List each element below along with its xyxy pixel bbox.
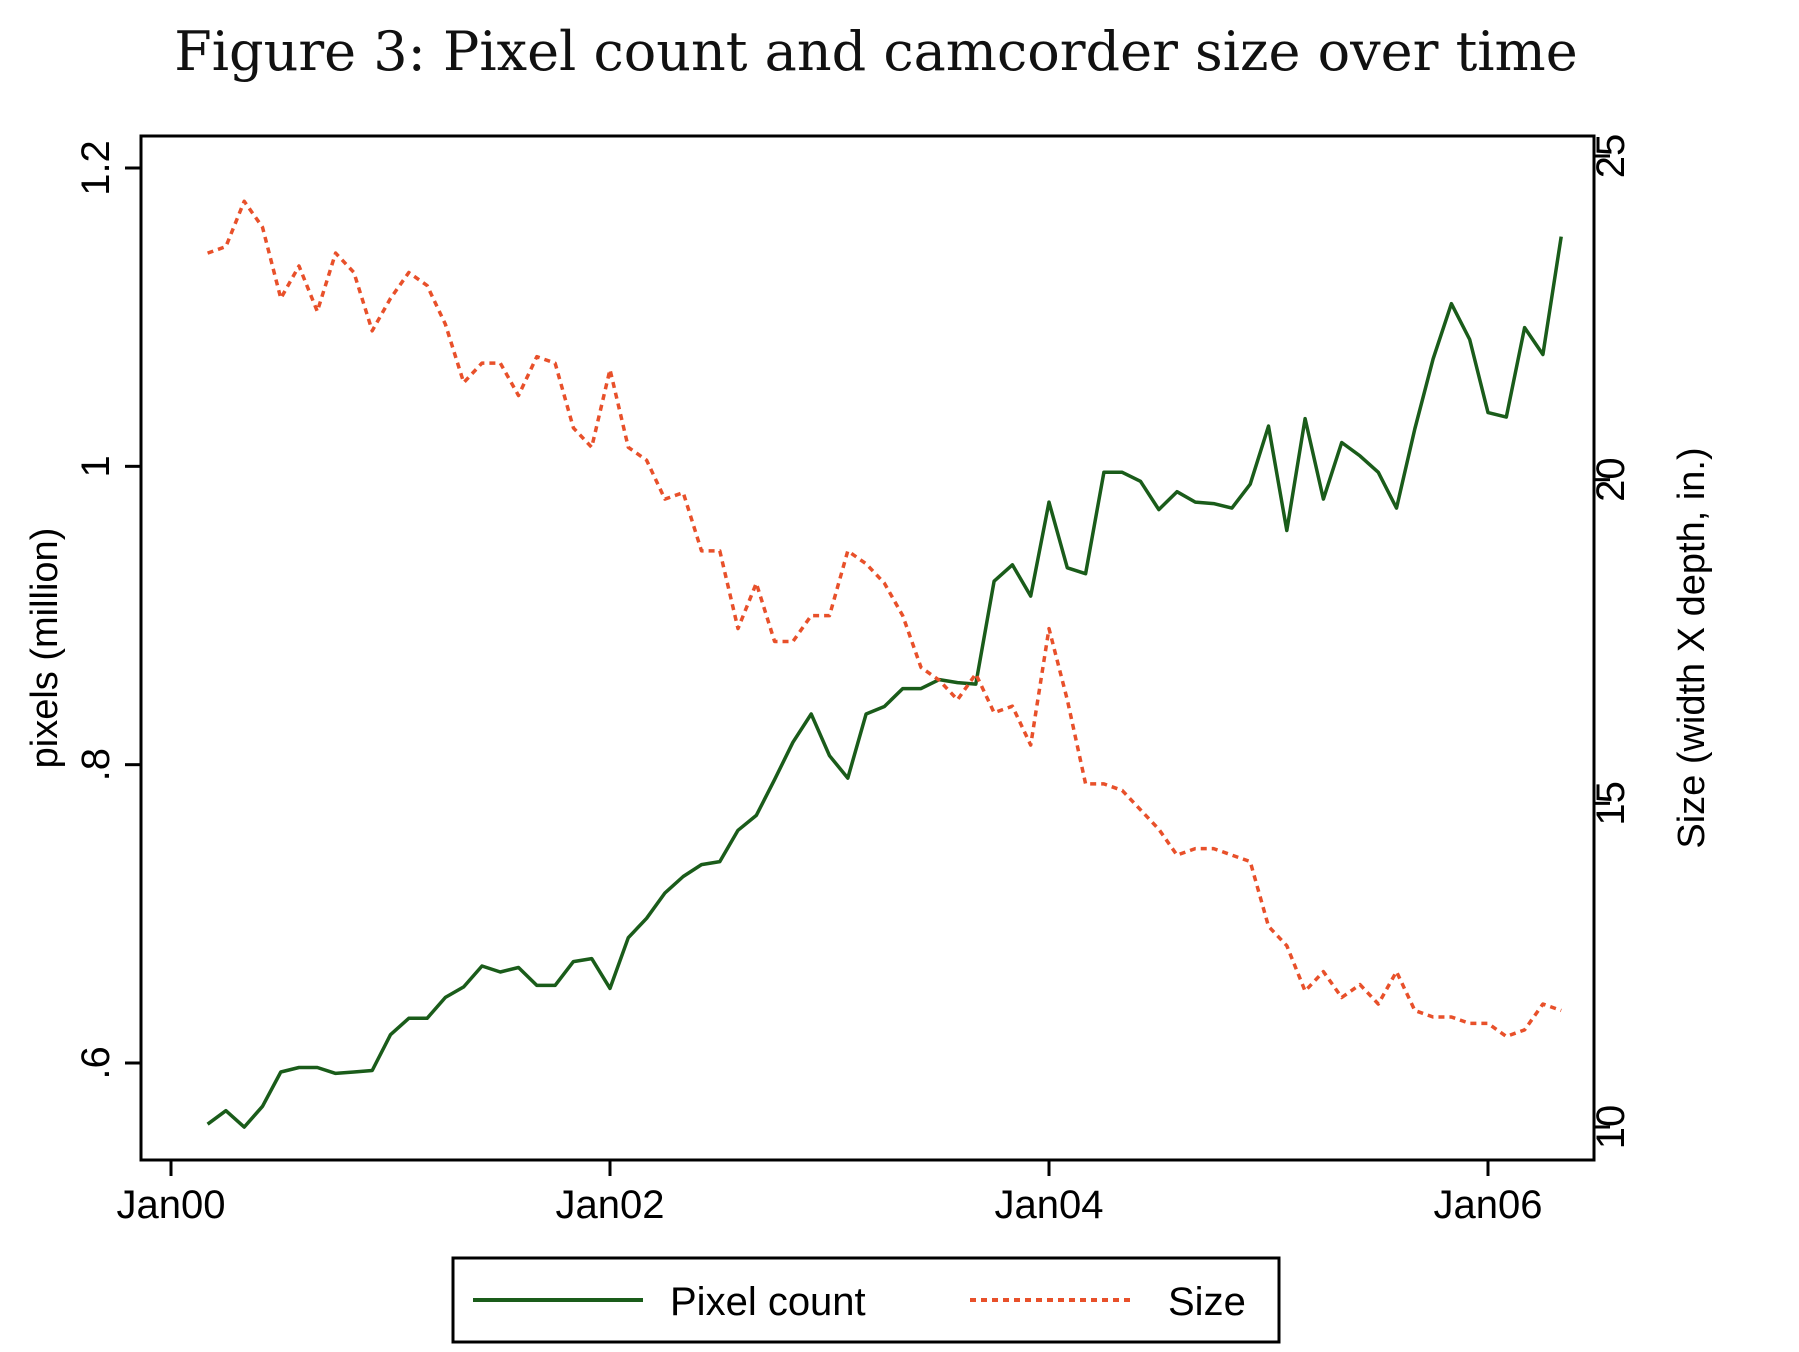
y-left-tick-label: .8: [74, 748, 118, 781]
x-axis: Jan00 Jan02 Jan04 Jan06: [117, 1160, 1543, 1227]
legend-label-size: Size: [1168, 1280, 1246, 1324]
y-right-tick-label: 10: [1589, 1105, 1633, 1150]
y-left-tick-label: 1.2: [74, 140, 118, 196]
series-line-pixel-count: [206, 236, 1563, 1129]
y-right-tick-label: 20: [1589, 457, 1633, 502]
y-left-tick-label: .6: [74, 1046, 118, 1079]
y-axis-left: .6 .8 1 1.2: [74, 140, 141, 1080]
y-left-tick-label: 1: [74, 455, 118, 477]
x-tick-label: Jan00: [117, 1183, 226, 1227]
x-tick-label: Jan06: [1434, 1183, 1543, 1227]
series-layer: [206, 199, 1563, 1129]
plot-frame: [139, 134, 1596, 1162]
chart-title: Figure 3: Pixel count and camcorder size…: [174, 20, 1577, 83]
y-right-tick-label: 25: [1589, 134, 1633, 179]
legend-label-pixel-count: Pixel count: [670, 1280, 866, 1324]
y-axis-right: 10 15 20 25: [1589, 134, 1633, 1150]
series-line-size: [207, 199, 1562, 1039]
legend: Pixel count Size: [451, 1256, 1281, 1344]
y-right-tick-label: 15: [1589, 781, 1633, 826]
y-axis-left-title: pixels (million): [24, 528, 66, 769]
x-tick-label: Jan04: [995, 1183, 1104, 1227]
x-tick-label: Jan02: [556, 1183, 665, 1227]
y-axis-right-title: Size (width X depth, in.): [1671, 447, 1713, 848]
